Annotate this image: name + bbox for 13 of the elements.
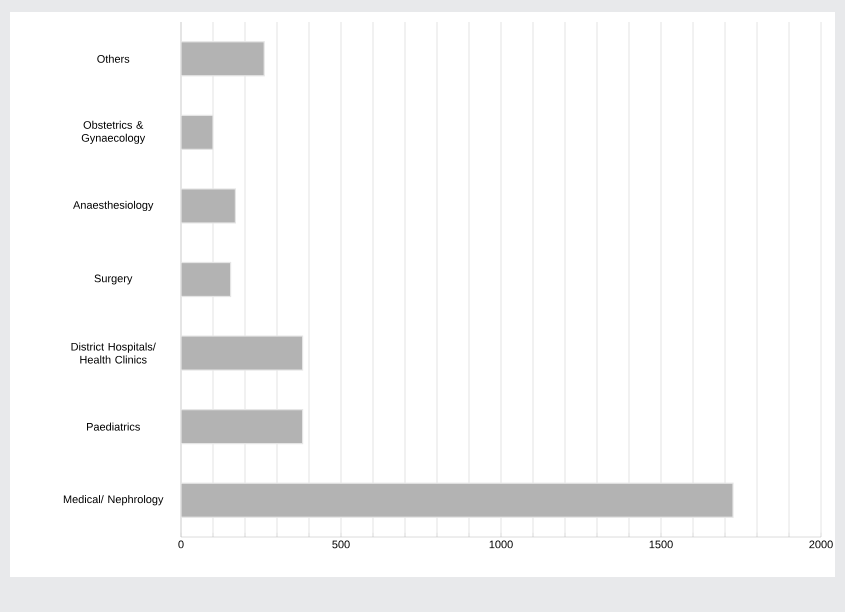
y-tick-label: Paediatrics: [87, 422, 140, 431]
y-tick-label: Obstetrics & Gynaecology: [82, 120, 146, 144]
bar: [181, 114, 214, 150]
y-tick-label: Surgery: [94, 274, 132, 284]
x-tick-label: 500: [332, 540, 350, 548]
y-tick-label: Anaesthesiology: [73, 200, 154, 212]
x-tick-label: 1000: [490, 540, 513, 548]
y-tick-label: Others: [97, 54, 130, 63]
y-tick-label: District Hospitals/ Health Clinics: [72, 342, 156, 364]
x-tick-label: 0: [178, 540, 184, 548]
y-tick-label: Medical/ Nephrology: [64, 495, 164, 506]
x-tick-label: 1500: [650, 540, 673, 548]
x-tick-label: 2000: [809, 540, 833, 548]
